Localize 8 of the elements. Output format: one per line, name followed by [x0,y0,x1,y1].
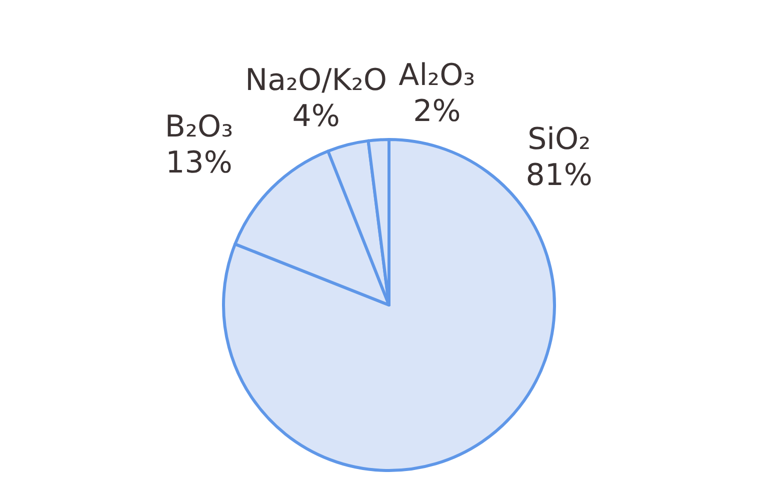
slice-label: Na₂O/K₂O [245,63,388,98]
data-label: 4% [292,99,340,134]
slice-label: SiO₂ [528,122,591,157]
data-label: 81% [526,158,592,193]
slice-label: Al₂O₃ [398,58,476,93]
data-label: 13% [166,145,232,180]
data-label: 2% [413,94,461,129]
slice-label: B₂O₃ [164,109,234,144]
